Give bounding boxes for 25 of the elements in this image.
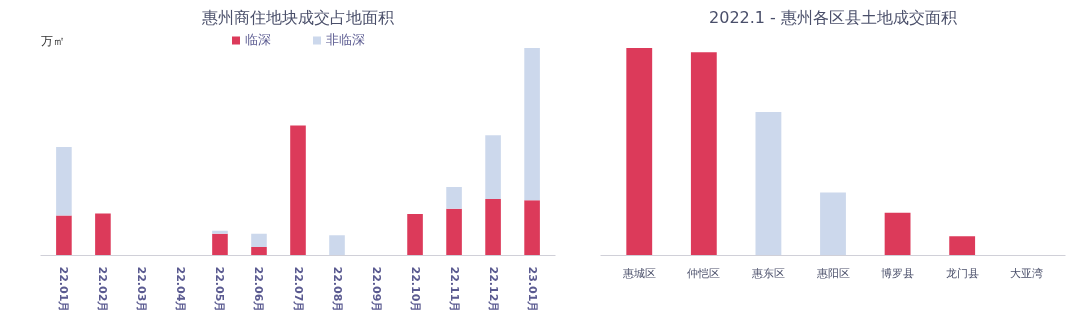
x-tick-label: 22.10月: [408, 266, 422, 313]
x-tick-label: 22.08月: [330, 266, 344, 313]
x-tick-label: 22.09月: [369, 266, 383, 313]
x-tick-label: 22.02月: [96, 266, 110, 313]
x-tick-label: 龙门县: [945, 266, 979, 280]
x-tick-label: 22.06月: [252, 266, 266, 313]
x-tick-label: 博罗县: [881, 266, 915, 280]
x-tick-label: 22.03月: [135, 266, 149, 313]
x-tick-label: 惠城区: [621, 266, 656, 280]
x-tick-label: 仲恺区: [687, 266, 721, 280]
legend-label: 临深: [245, 31, 271, 49]
x-tick-label: 22.12月: [486, 266, 500, 313]
x-tick-label: 惠东区: [750, 266, 785, 280]
x-tick-label: 22.07月: [291, 266, 305, 313]
y-axis-title: 万㎡: [40, 34, 65, 49]
x-tick-label: 惠阳区: [815, 266, 850, 280]
chart-title: 2022.1 - 惠州各区县土地成交面积: [709, 7, 957, 27]
x-tick-label: 22.11月: [447, 266, 461, 313]
chart-title: 惠州商住地块成交占地面积: [201, 7, 394, 27]
legend-label: 非临深: [326, 31, 365, 49]
x-tick-label: 22.04月: [174, 266, 188, 313]
x-tick-label: 22.01月: [57, 266, 71, 313]
x-tick-label: 大亚湾: [1010, 266, 1044, 280]
x-tick-label: 23.01月: [525, 266, 539, 313]
x-tick-label: 22.05月: [213, 266, 227, 313]
